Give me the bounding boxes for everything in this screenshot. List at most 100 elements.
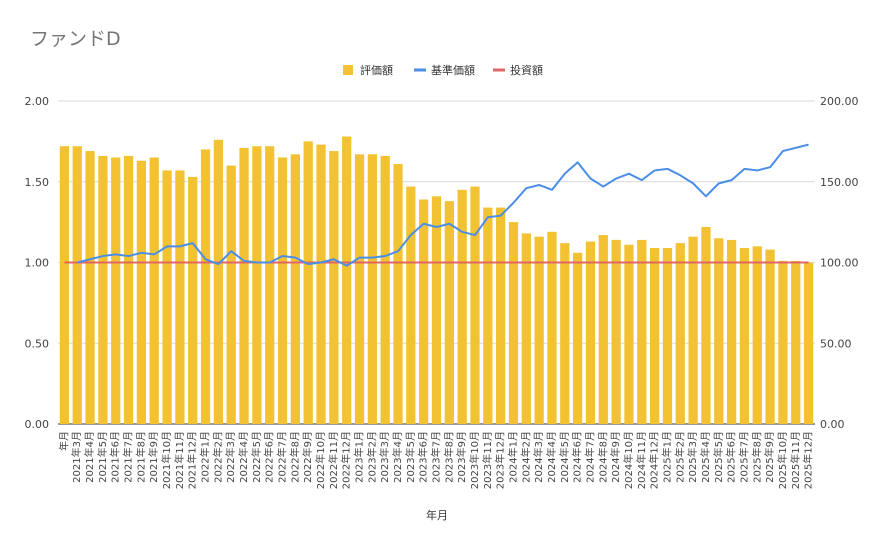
x-tick-label: 2024年5月 [558,431,571,483]
bar [521,233,531,424]
x-tick-label: 2024年12月 [648,431,661,489]
x-tick-label: 2021年5月 [96,431,109,483]
bar [329,151,339,424]
legend-label: 評価額 [360,63,393,77]
bar-series [59,136,814,425]
x-tick-label: 2022年8月 [288,431,301,483]
left-tick-label: 1.00 [25,257,50,270]
x-tick-label: 2023年1月 [353,431,366,483]
x-axis-title: 年月 [426,508,448,522]
x-tick-label: 2025年3月 [686,431,699,483]
bar [444,201,454,424]
bar [560,243,570,424]
x-tick-label: 2021年3月 [70,431,83,483]
x-tick-label: 年月 [57,431,70,451]
bar [200,149,211,424]
bar [162,170,172,424]
x-tick-label: 2023年7月 [430,431,443,483]
left-tick-label: 0.00 [25,418,50,431]
bar [213,139,224,424]
x-tick-label: 2025年5月 [712,431,725,483]
bar [483,207,493,424]
bar [265,146,275,424]
x-tick-label: 2022年4月 [237,431,250,483]
x-tick-label: 2022年3月 [224,431,237,483]
bar [637,239,647,424]
chart-title: ファンドD [30,28,121,50]
x-tick-label: 2025年6月 [725,431,738,483]
bar [431,196,442,424]
bar [303,141,313,424]
bar [354,154,365,425]
bar [188,176,198,424]
bar [72,146,82,424]
x-tick-label: 2023年6月 [417,431,430,483]
x-tick-label: 2021年9月 [147,431,160,483]
bar [765,249,775,424]
x-tick-label: 2023年12月 [494,431,507,489]
x-tick-label: 2025年4月 [699,431,712,483]
x-tick-label: 2025年8月 [750,431,763,483]
bar [393,163,403,425]
legend: 評価額 基準価額 投資額 [343,63,543,77]
bar [406,186,416,424]
x-tick-label: 2024年7月 [583,431,596,483]
x-tick-label: 2023年4月 [391,431,404,483]
bar [85,151,95,424]
bar [547,231,557,424]
x-tick-label: 2022年11月 [327,431,340,489]
x-tick-label: 2025年9月 [763,431,776,483]
x-tick-label: 2025年7月 [737,431,750,483]
x-tick-label: 2025年1月 [660,431,673,483]
bar [714,238,724,424]
legend-label: 基準価額 [431,63,475,77]
legend-swatch [343,65,353,75]
x-tick-label: 2023年3月 [378,431,391,483]
bar [252,146,262,424]
right-tick-label: 100.00 [820,257,859,270]
bar [611,239,621,424]
x-tick-label: 2021年10月 [160,431,173,489]
x-tick-label: 2022年12月 [340,431,353,489]
bar [649,247,660,424]
bar [226,165,236,424]
right-tick-label: 0.00 [820,418,845,431]
x-tick-label: 2023年11月 [481,431,494,489]
bar [470,186,480,424]
x-tick-label: 2023年10月 [468,431,481,489]
line-series [64,143,809,267]
bar [752,246,762,424]
x-tick-label: 2021年8月 [134,431,147,483]
bar [585,241,596,424]
x-tick-label: 2021年4月 [83,431,96,483]
bar [98,155,108,424]
left-axis-ticks: 0.00 0.50 1.00 1.50 2.00 [25,95,50,431]
x-tick-label: 2024年9月 [609,431,622,483]
x-tick-label: 2023年8月 [442,431,455,483]
bar [149,157,159,424]
x-tick-label: 2025年12月 [802,431,815,489]
x-axis-ticks: 年月 2021年3月 2021年4月 2021年5月 2021年6月 2021年7月 202… [57,431,814,489]
legend-label: 投資額 [510,63,543,77]
bar [701,226,711,424]
x-tick-label: 2025年11月 [789,431,802,489]
bar [136,160,147,424]
x-tick-label: 2022年9月 [301,431,314,483]
left-tick-label: 2.00 [25,95,50,108]
bar [624,244,634,424]
right-axis-ticks: 0.00 50.00 100.00 150.00 200.00 [820,95,859,431]
x-tick-label: 2024年1月 [506,431,519,483]
bar [277,157,288,424]
bar [316,144,326,425]
bar [534,236,544,424]
right-tick-label: 200.00 [820,95,859,108]
x-tick-label: 2021年12月 [186,431,199,489]
x-tick-label: 2022年2月 [211,431,224,483]
bar [688,236,698,424]
x-tick-label: 2021年11月 [173,431,186,489]
bar [367,154,377,425]
x-tick-label: 2024年4月 [545,431,558,483]
x-tick-label: 2021年6月 [109,431,122,483]
bar [508,222,519,424]
